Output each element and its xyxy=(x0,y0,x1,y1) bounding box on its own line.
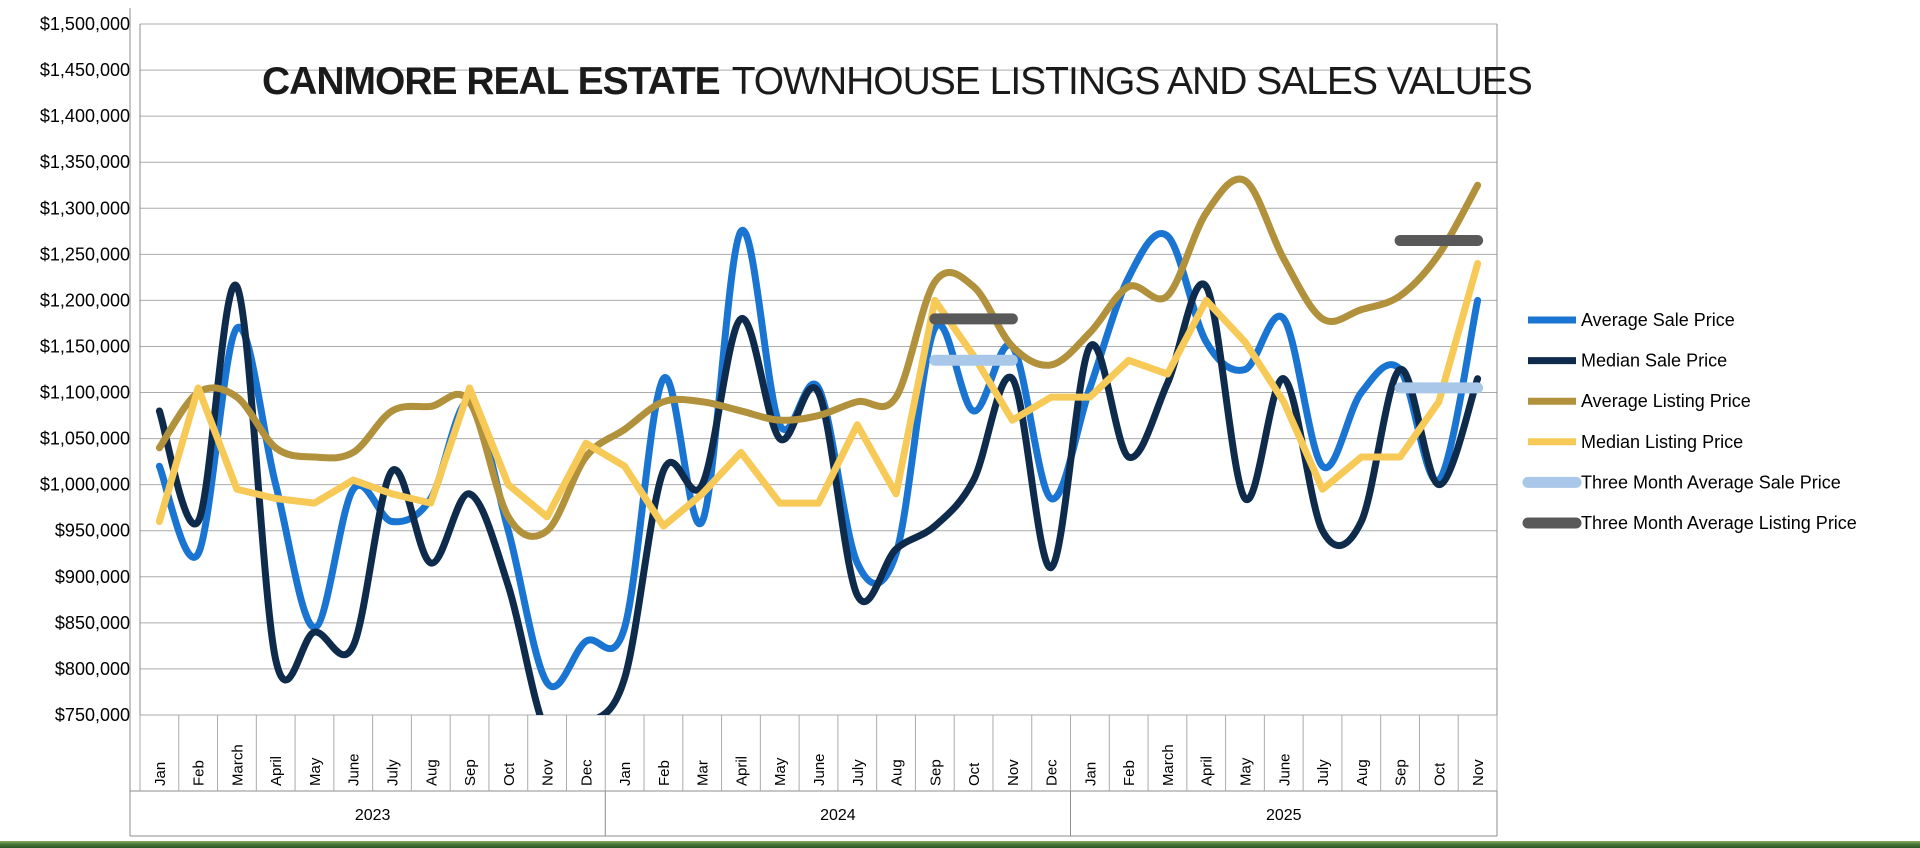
gridlines xyxy=(140,23,1497,716)
x-axis: Jan Feb March April May June July Aug Sep Oct Nov D… xyxy=(139,715,1498,791)
month-label: Feb xyxy=(191,760,208,786)
y-tick-label: $1,400,000 xyxy=(40,106,130,126)
chart-frame xyxy=(129,8,1498,837)
legend-item: Average Sale Price xyxy=(1528,310,1735,330)
series-line-average-listing-price xyxy=(155,175,1482,540)
month-label: March xyxy=(1160,744,1177,786)
month-label: July xyxy=(1315,759,1332,786)
month-label: March xyxy=(229,744,246,786)
month-label: May xyxy=(772,757,789,786)
month-label: Sep xyxy=(927,759,944,786)
year-label: 2024 xyxy=(820,807,856,824)
series-lines xyxy=(155,175,1482,715)
chart-title: CANMORE REAL ESTATE TOWNHOUSE LISTINGS AN… xyxy=(262,60,1533,103)
legend: Average Sale Price Median Sale Price Avera… xyxy=(1522,310,1857,533)
month-label: Feb xyxy=(656,760,673,786)
month-label: Jan xyxy=(152,762,169,786)
month-label: Sep xyxy=(462,759,479,786)
y-tick-label: $1,450,000 xyxy=(40,60,130,80)
month-label: Dec xyxy=(578,759,595,786)
y-tick-label: $1,500,000 xyxy=(40,14,130,34)
legend-item: Median Sale Price xyxy=(1528,351,1727,371)
month-label: June xyxy=(346,753,363,786)
month-label: Jan xyxy=(617,762,634,786)
chart-title-bold: CANMORE REAL ESTATE xyxy=(262,60,721,103)
series-line-median-listing-price xyxy=(155,260,1482,530)
chart-title-regular: TOWNHOUSE LISTINGS AND SALES VALUES xyxy=(731,60,1533,103)
year-row: 2023 2024 2025 xyxy=(355,791,1498,836)
legend-item: Average Listing Price xyxy=(1528,391,1751,411)
month-label: April xyxy=(733,756,750,786)
month-label: Aug xyxy=(1354,759,1371,786)
y-tick-label: $750,000 xyxy=(55,705,130,725)
month-label: Oct xyxy=(501,762,518,786)
month-label: June xyxy=(1276,753,1293,786)
y-axis-labels: $750,000 $800,000 $850,000 $900,000 $950,000… xyxy=(40,14,130,725)
month-label: Oct xyxy=(966,762,983,786)
month-label: Nov xyxy=(1005,759,1022,786)
y-tick-label: $1,200,000 xyxy=(40,290,130,310)
legend-label: Average Sale Price xyxy=(1581,310,1735,330)
legend-label: Three Month Average Sale Price xyxy=(1581,472,1841,492)
y-tick-label: $1,150,000 xyxy=(40,336,130,356)
month-label: Feb xyxy=(1121,760,1138,786)
y-tick-label: $1,050,000 xyxy=(40,429,130,449)
legend-item: Three Month Average Listing Price xyxy=(1522,513,1857,533)
month-label: June xyxy=(811,753,828,786)
year-label: 2023 xyxy=(355,807,391,824)
month-label: April xyxy=(1199,756,1216,786)
month-label: Aug xyxy=(423,759,440,786)
month-label: Nov xyxy=(540,759,557,786)
month-label: Oct xyxy=(1431,762,1448,786)
legend-label: Three Month Average Listing Price xyxy=(1581,513,1857,533)
three-month-average-segments xyxy=(929,235,1484,394)
y-tick-label: $850,000 xyxy=(55,613,130,633)
month-label: July xyxy=(385,759,402,786)
month-label: April xyxy=(268,756,285,786)
legend-label: Median Listing Price xyxy=(1581,432,1743,452)
y-tick-label: $1,350,000 xyxy=(40,152,130,172)
month-label: Aug xyxy=(889,759,906,786)
y-tick-label: $900,000 xyxy=(55,567,130,587)
bottom-green-bar xyxy=(0,841,1920,848)
month-label: Mar xyxy=(695,760,712,786)
legend-label: Average Listing Price xyxy=(1581,391,1751,411)
month-label: Dec xyxy=(1044,759,1061,786)
legend-item: Three Month Average Sale Price xyxy=(1522,472,1841,492)
month-label: July xyxy=(850,759,867,786)
legend-item: Median Listing Price xyxy=(1528,432,1743,452)
month-label: Sep xyxy=(1393,759,1410,786)
y-tick-label: $1,300,000 xyxy=(40,198,130,218)
month-label: May xyxy=(1237,757,1254,786)
month-label: Jan xyxy=(1082,762,1099,786)
series-line-average-sale-price xyxy=(155,227,1482,690)
y-tick-label: $1,100,000 xyxy=(40,383,130,403)
y-tick-label: $1,000,000 xyxy=(40,475,130,495)
series-line-median-sale-price xyxy=(155,280,1482,715)
month-label: Nov xyxy=(1470,759,1487,786)
year-label: 2025 xyxy=(1266,807,1302,824)
y-tick-label: $950,000 xyxy=(55,521,130,541)
month-label: May xyxy=(307,757,324,786)
y-tick-label: $1,250,000 xyxy=(40,244,130,264)
y-tick-label: $800,000 xyxy=(55,659,130,679)
legend-label: Median Sale Price xyxy=(1581,351,1727,371)
